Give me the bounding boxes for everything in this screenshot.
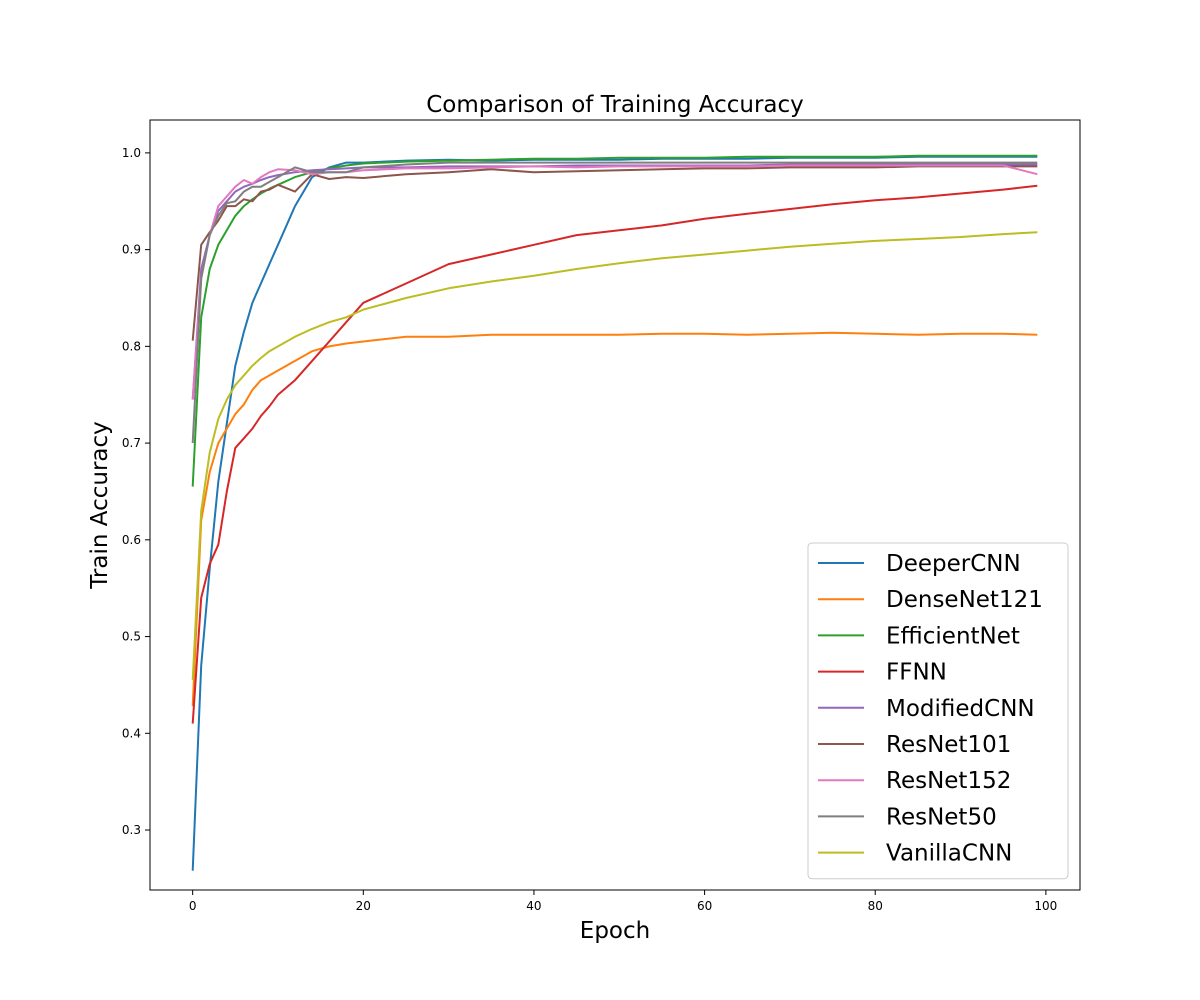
y-tick-label: 0.6 — [122, 533, 141, 547]
series-line-resnet50 — [191, 161, 1038, 444]
y-tick-label: 0.3 — [122, 823, 141, 837]
legend-box — [807, 542, 1069, 880]
legend-label: DeeperCNN — [886, 551, 1021, 577]
legend-label: ModifiedCNN — [886, 696, 1035, 722]
legend: DeeperCNN DenseNet121 EfficientNet FFNN Modi… — [807, 542, 1069, 880]
x-tick-label: 40 — [526, 899, 541, 913]
chart-title: Comparison of Training Accuracy — [426, 92, 804, 118]
series-line-resnet152 — [191, 164, 1038, 400]
y-tick-label: 0.4 — [122, 726, 141, 740]
legend-label: VanillaCNN — [886, 841, 1012, 867]
x-axis-label: Epoch — [580, 918, 650, 944]
x-tick-label: 60 — [697, 899, 712, 913]
y-axis-label: Train Accuracy — [87, 421, 113, 590]
y-tick-label: 0.7 — [122, 436, 141, 450]
x-axis: 0 20 40 60 80 100 — [189, 890, 1057, 913]
y-tick-label: 1.0 — [122, 146, 141, 160]
series-line-densenet121 — [191, 331, 1038, 707]
series-line-vanillacnn — [191, 231, 1038, 681]
axes-frame — [149, 119, 1081, 891]
x-tick-label: 80 — [868, 899, 883, 913]
legend-label: ResNet101 — [886, 732, 1011, 758]
series-line-modifiedcnn — [191, 163, 1038, 400]
x-tick-label: 0 — [189, 899, 197, 913]
legend-label: ResNet152 — [886, 768, 1011, 794]
legend-label: FFNN — [886, 660, 947, 686]
x-tick-label: 100 — [1034, 899, 1057, 913]
legend-label: EfficientNet — [886, 623, 1020, 649]
series-line-resnet101 — [191, 165, 1038, 341]
y-tick-label: 0.5 — [122, 630, 141, 644]
series-line-efficientnet — [191, 154, 1038, 487]
y-axis: 0.3 0.4 0.5 0.6 0.7 0.8 0.9 1.0 — [122, 146, 150, 837]
x-tick-label: 20 — [356, 899, 371, 913]
series-line-ffnn — [191, 184, 1038, 724]
y-tick-label: 0.8 — [122, 339, 141, 353]
y-tick-label: 0.9 — [122, 243, 141, 257]
legend-label: ResNet50 — [886, 804, 997, 830]
plot-area — [191, 154, 1038, 871]
legend-label: DenseNet121 — [886, 587, 1043, 613]
